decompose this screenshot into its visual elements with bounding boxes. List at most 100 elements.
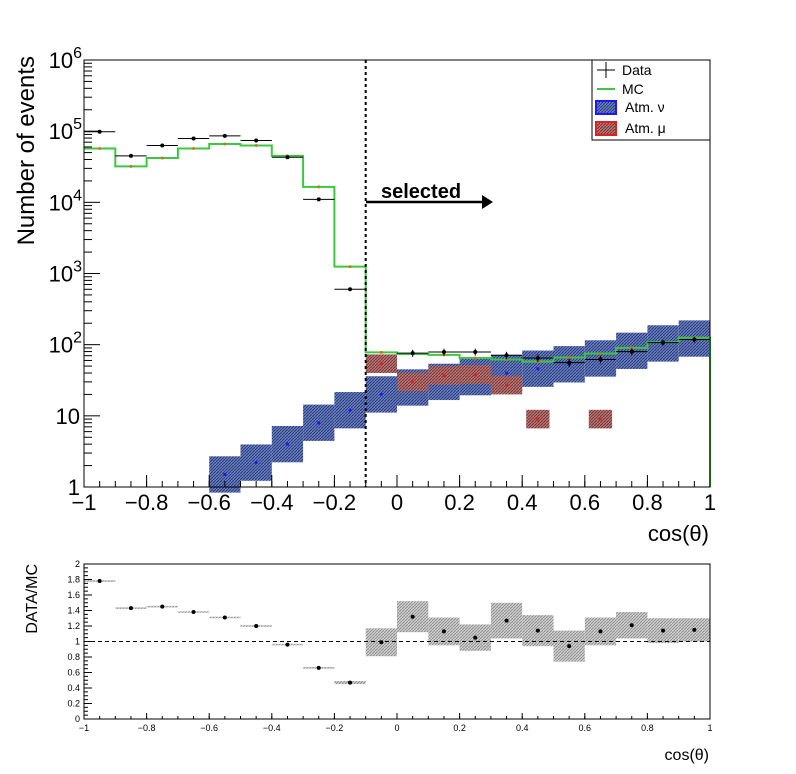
ratio-x-tick-label: −0.6 (200, 723, 218, 733)
ratio-point (285, 642, 290, 647)
data-point (209, 133, 241, 138)
atm-mu-marker (473, 372, 477, 377)
ratio-point (598, 629, 603, 634)
ratio-point (97, 579, 102, 584)
data-point (334, 287, 366, 292)
ratio-point (473, 635, 478, 640)
ratio-x-tick-label: 1 (707, 723, 712, 733)
main-x-axis: −1 −0.8 −0.6 −0.4 −0.2 0 0.2 0.4 0.6 0.8 1 (71, 475, 716, 515)
atm-nu-marker (536, 367, 540, 371)
ratio-panel: −1 −0.8 −0.6 −0.4 −0.2 0 0.2 0.4 0.6 0.8 1 0 0.2 0.4… (24, 559, 713, 764)
data-point-marker (535, 355, 540, 360)
ratio-point (191, 610, 196, 615)
ratio-y-tick-label: 0.6 (67, 668, 80, 678)
atm-mu-marker (536, 417, 540, 421)
ratio-y-tick-label: 0.4 (67, 683, 80, 693)
ratio-point (348, 680, 353, 685)
ratio-x-tick-label: 0.6 (579, 723, 592, 733)
mc-marker (473, 356, 477, 360)
data-point (271, 155, 304, 160)
ratio-y-tick-label: 1 (75, 637, 80, 647)
main-y-tick-label: 102 (49, 330, 82, 358)
ratio-y-tick-label: 1.8 (67, 575, 80, 585)
ratio-point (441, 629, 446, 634)
data-point-marker (222, 133, 227, 138)
legend-item-atm-mu: Atm. μ (595, 120, 666, 136)
mc-marker (223, 142, 227, 146)
ratio-uncertainty-bands (84, 580, 710, 685)
ratio-point (567, 644, 572, 649)
data-point (84, 129, 116, 134)
data-point-marker (567, 360, 572, 365)
ratio-point (629, 623, 634, 628)
ratio-y-tick-label: 1.2 (67, 621, 80, 631)
selected-label: selected (381, 181, 461, 203)
atm-mu-marker (379, 362, 383, 366)
selected-arrow (366, 195, 493, 209)
main-x-tick-label: −0.2 (313, 490, 356, 515)
mc-marker (379, 350, 383, 354)
main-x-tick-label: 1 (704, 490, 716, 515)
ratio-x-tick-label: 0.2 (453, 723, 466, 733)
data-point-marker (473, 349, 478, 354)
mc-marker (317, 185, 321, 189)
ratio-point (504, 618, 509, 623)
ratio-x-tick-label: −1 (79, 723, 89, 733)
data-point-marker (254, 138, 259, 143)
ratio-y-axis: 0 0.2 0.4 0.6 0.8 1 1.2 1.4 1.6 1.8 2 (67, 559, 92, 724)
data-point (616, 348, 648, 356)
legend-label-mc: MC (622, 81, 644, 97)
ratio-x-tick-label: 0.8 (641, 723, 654, 733)
atm-nu-marker (317, 421, 321, 425)
atm-mu-bars (365, 354, 613, 429)
data-point-marker (661, 340, 666, 345)
ratio-y-tick-label: 1.4 (67, 606, 80, 616)
legend-label-atm-nu: Atm. ν (625, 99, 665, 115)
mc-marker (348, 265, 352, 269)
mc-marker (254, 143, 258, 147)
legend-item-atm-nu: Atm. ν (595, 99, 665, 115)
data-point (177, 136, 210, 141)
main-x-tick-label: 0.8 (632, 490, 663, 515)
ratio-x-tick-label: −0.8 (138, 723, 156, 733)
ratio-point (692, 627, 697, 632)
data-point (428, 348, 460, 356)
legend-label-atm-mu: Atm. μ (625, 120, 666, 136)
data-point-marker (410, 351, 415, 356)
main-x-tick-label: 0 (391, 490, 403, 515)
main-y-tick-label: 103 (49, 259, 82, 287)
data-point (553, 358, 585, 368)
legend-item-mc: MC (597, 81, 644, 97)
ratio-x-axis: −1 −0.8 −0.6 −0.4 −0.2 0 0.2 0.4 0.6 0.8 1 (79, 713, 713, 733)
data-point (678, 336, 710, 343)
main-y-tick-label: 104 (49, 187, 82, 215)
main-y-tick-label: 1 (68, 475, 80, 500)
ratio-x-tick-label: −0.4 (263, 723, 281, 733)
data-point-marker (191, 136, 196, 141)
mc-marker (192, 147, 196, 151)
data-point-marker (629, 349, 634, 354)
atm-nu-marker (254, 461, 258, 465)
main-x-axis-label: cos(θ) (648, 521, 709, 546)
mc-marker (160, 156, 164, 160)
main-y-axis-label: Number of events (13, 56, 40, 245)
data-point-marker (160, 143, 165, 148)
ratio-y-axis-label: DATA/MC (24, 564, 41, 634)
mc-marker (505, 357, 509, 361)
data-point (397, 349, 429, 357)
atm-nu-marker (285, 442, 290, 446)
data-point (459, 348, 491, 356)
main-x-tick-label: −0.8 (125, 490, 168, 515)
atm-nu-bars (209, 320, 710, 493)
data-point-marker (692, 337, 697, 342)
data-point (115, 153, 147, 158)
ratio-point (661, 628, 666, 633)
data-point-marker (441, 349, 446, 354)
atm-mu-marker (504, 383, 509, 387)
main-x-tick-label: 0.4 (507, 490, 538, 515)
legend-item-data: Data (597, 62, 652, 78)
ratio-point (410, 614, 415, 619)
mc-marker (98, 147, 102, 151)
data-point (647, 339, 679, 346)
legend: Data MC Atm. ν Atm. μ (591, 59, 711, 141)
